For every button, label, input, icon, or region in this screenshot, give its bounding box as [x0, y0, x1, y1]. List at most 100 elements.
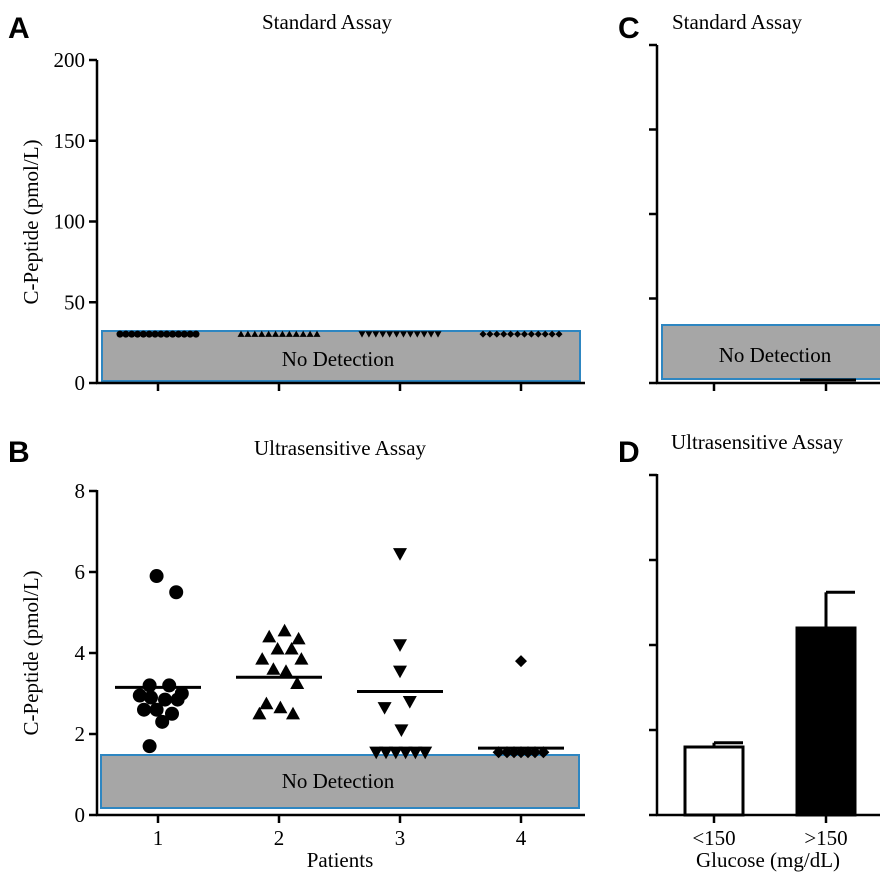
- data-point: [137, 702, 151, 717]
- data-point: [290, 676, 305, 689]
- panel-a: A Standard Assay C-Peptide (pmol/L) No D…: [8, 10, 585, 395]
- data-point: [398, 746, 413, 760]
- data-point: [116, 330, 124, 338]
- data-point: [365, 331, 373, 338]
- data-point: [285, 330, 293, 337]
- panel-c-ticks: [649, 43, 828, 391]
- data-point: [132, 688, 147, 703]
- no-detection-label: No Detection: [282, 347, 395, 371]
- data-point: [270, 641, 285, 655]
- data-point: [406, 331, 414, 338]
- data-point: [262, 629, 277, 643]
- y-tick-label: 50: [64, 290, 85, 314]
- panel-b-y-axis-label: C-Peptide (pmol/L): [19, 570, 43, 735]
- panel-b-y-ticks: 0 2 4 6 8: [75, 479, 97, 827]
- panel-b-x-axis-label: Patients: [307, 848, 374, 872]
- data-point: [272, 330, 280, 337]
- data-point: [377, 702, 392, 715]
- data-point: [393, 639, 407, 652]
- data-point: [434, 331, 442, 338]
- data-point: [128, 330, 136, 338]
- data-point: [515, 655, 527, 668]
- data-point: [493, 330, 501, 338]
- x-tick-label: 3: [395, 826, 406, 850]
- data-point: [155, 714, 170, 729]
- data-point: [369, 746, 384, 760]
- data-point: [169, 585, 184, 600]
- panel-d-title: Ultrasensitive Assay: [671, 430, 844, 454]
- y-tick-label: 0: [75, 803, 86, 827]
- panel-a-marks: [116, 330, 563, 338]
- data-point: [163, 330, 171, 338]
- bar: [795, 626, 857, 817]
- no-detection-label: No Detection: [282, 769, 395, 793]
- data-point: [158, 692, 172, 707]
- data-point: [393, 548, 407, 561]
- data-point: [418, 746, 433, 760]
- data-point: [157, 330, 165, 338]
- data-point: [479, 330, 487, 338]
- x-tick-label: >150: [804, 826, 847, 850]
- bar: [683, 745, 745, 817]
- data-point: [139, 330, 147, 338]
- data-point: [408, 746, 423, 760]
- y-tick-label: 4: [75, 641, 86, 665]
- data-point: [372, 331, 380, 338]
- data-point: [284, 641, 299, 655]
- data-point: [541, 330, 549, 338]
- data-point: [402, 696, 417, 709]
- panel-d-marks: [683, 590, 857, 817]
- data-point: [306, 330, 314, 337]
- data-point: [379, 331, 387, 338]
- data-point: [165, 706, 179, 721]
- panel-d-x-axis-label: Glucose (mg/dL): [696, 848, 840, 872]
- panel-b-title: Ultrasensitive Assay: [254, 436, 427, 460]
- panel-letter-d: D: [618, 436, 640, 469]
- data-point: [388, 746, 403, 760]
- data-point: [180, 330, 188, 338]
- data-point: [237, 330, 245, 337]
- data-point: [386, 331, 394, 338]
- y-tick-label: 150: [54, 129, 86, 153]
- data-point: [420, 331, 428, 338]
- no-detection-label: No Detection: [719, 343, 832, 367]
- panel-a-y-ticks: 0 50 100 150 200: [54, 48, 97, 395]
- panel-letter-b: B: [8, 436, 30, 469]
- x-tick-label: <150: [692, 826, 735, 850]
- data-point: [500, 330, 508, 338]
- panel-letter-c: C: [618, 12, 640, 45]
- data-point: [244, 330, 252, 337]
- data-point: [273, 700, 288, 714]
- data-point: [142, 678, 157, 693]
- panel-b: B Ultrasensitive Assay C-Peptide (pmol/L…: [8, 436, 585, 872]
- panel-c: C Standard Assay No Detection: [618, 10, 880, 391]
- data-point: [144, 690, 158, 705]
- x-tick-label: 2: [274, 826, 285, 850]
- data-point: [162, 678, 177, 693]
- data-point: [413, 331, 421, 338]
- data-point: [399, 331, 407, 338]
- data-point: [278, 330, 286, 337]
- data-point: [486, 330, 494, 338]
- data-point: [259, 696, 274, 710]
- y-tick-label: 100: [54, 210, 86, 234]
- no-detection-band: [661, 324, 880, 380]
- data-point: [265, 330, 273, 337]
- x-tick-label: 4: [516, 826, 527, 850]
- data-point: [192, 330, 200, 338]
- data-point: [266, 662, 281, 675]
- y-tick-label: 6: [75, 560, 86, 584]
- panel-d-ticks: <150 >150: [649, 473, 848, 850]
- data-point: [555, 330, 563, 338]
- data-point: [142, 739, 157, 754]
- data-point: [358, 331, 366, 338]
- data-point: [393, 665, 407, 679]
- panel-c-title: Standard Assay: [672, 10, 803, 34]
- y-tick-label: 2: [75, 722, 86, 746]
- data-point: [393, 331, 401, 338]
- data-point: [286, 706, 300, 720]
- data-point: [520, 330, 528, 338]
- x-tick-label: 1: [153, 826, 164, 850]
- y-tick-label: 8: [75, 479, 86, 503]
